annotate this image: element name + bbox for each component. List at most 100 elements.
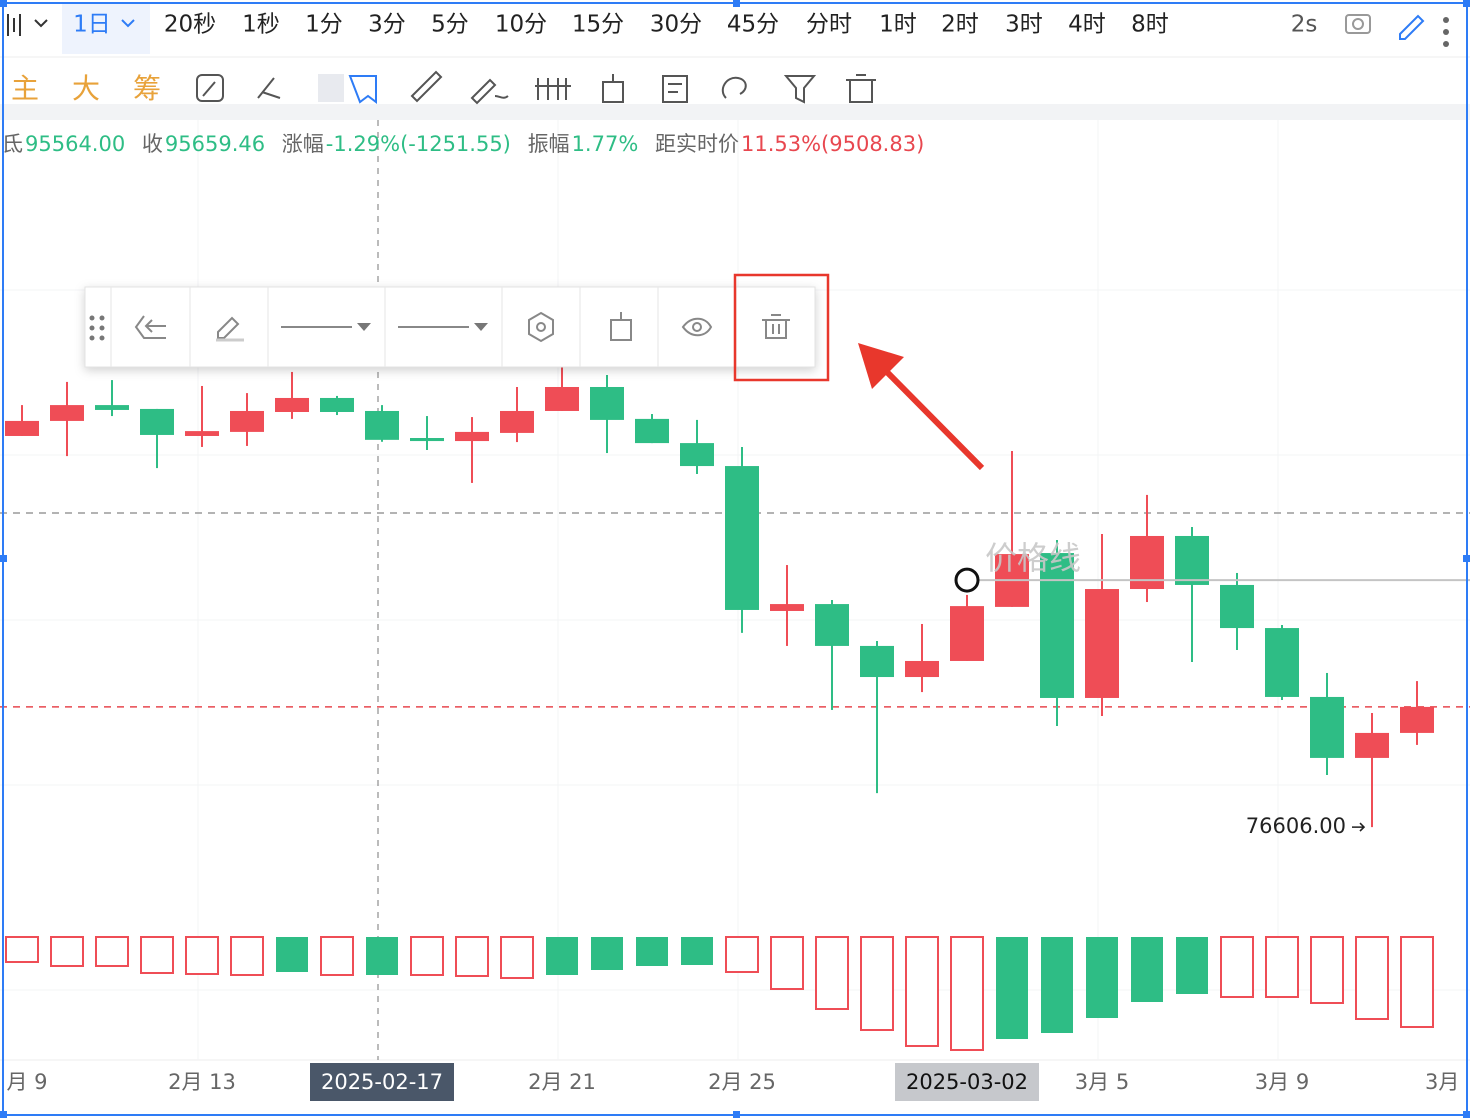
x-tick-label: 月 9 [6,1070,47,1094]
candle-body [680,443,714,467]
volume-bar [815,936,849,1010]
x-tick-label: 2025-02-17 [321,1070,443,1094]
top-toolbar: 1日 20秒 1秒 1分 3分 5分 10分 15分 30分 45分 分时 1时 2时 3时 4时 8时 2s 主… [0,0,1470,105]
volume-bar [546,937,578,975]
candle-body [950,606,984,661]
indicator-button[interactable]: 大 [72,72,100,105]
min-price-arrow [1352,822,1366,832]
indicator-button[interactable]: 主 [11,72,39,105]
volume-bar [1131,937,1163,1002]
volume-bar [1176,937,1208,994]
volume-bar [140,936,174,974]
volume-bar [950,936,984,1051]
candle-body [545,386,579,411]
candle-body [1175,535,1209,585]
info-label: 距实时价 [654,132,739,156]
interval-option[interactable]: 5分 [431,12,469,38]
volume-bar [1265,936,1299,998]
info-value: 1.77% [571,132,639,156]
refresh-rate: 2s [1291,12,1318,38]
volume-bar [636,937,668,966]
x-tick-label: 2月 25 [708,1070,776,1094]
volume-bar [1400,936,1434,1028]
x-tick-label: 2月 21 [528,1070,596,1094]
volume-bar [276,937,308,972]
candle-body [1310,696,1344,758]
volume-bar [1310,936,1344,1004]
candle-body [365,410,399,440]
interval-option[interactable]: 10分 [495,12,547,38]
info-value: -1.29%(-1251.55) [325,132,511,156]
price-line-label: 价格线 [985,539,1081,577]
candle-body [185,431,219,436]
volume-bar [410,936,444,976]
volume-bar [500,936,534,979]
interval-option[interactable]: 20秒 [164,12,216,38]
interval-option[interactable]: 3分 [368,12,406,38]
volume-bar [230,936,264,976]
candle-body [770,604,804,611]
x-tick-label: 3月 5 [1075,1070,1129,1094]
interval-option[interactable]: 2时 [941,12,979,38]
volume-bar [5,936,39,963]
candle-body [905,660,939,678]
info-bar: 氐95564.00 收95659.46 涨幅-1.29%(-1251.55) 振… [2,128,934,158]
info-value: 11.53%(9508.83) [740,132,925,156]
candle-body [1355,732,1389,758]
candle-body [1085,589,1119,698]
volume-bar [905,936,939,1047]
info-value: 95564.00 [25,132,126,156]
x-tick-label: 3月 9 [1255,1070,1309,1094]
x-tick-label: 3月 [1425,1070,1459,1094]
interval-option[interactable]: 1秒 [242,12,280,38]
info-label: 收 [141,132,163,156]
indicator-button[interactable]: 筹 [133,72,161,105]
volume-bar [95,936,129,967]
candle-body [140,408,174,435]
candle-body [815,604,849,646]
interval-option[interactable]: 4时 [1068,12,1106,38]
volume-bar [1355,936,1389,1020]
volume-bar [50,936,84,967]
candle-body [500,410,534,433]
volume-bar [996,937,1028,1039]
volume-bar [681,937,713,965]
candle-body [230,410,264,432]
interval-option[interactable]: 45分 [727,12,779,38]
info-label: 涨幅 [281,132,324,156]
volume-bar [770,936,804,990]
candle-body [1220,584,1254,629]
volume-bar [455,936,489,977]
candle-body [5,420,39,436]
volume-bar [185,936,219,975]
candle-body [275,397,309,412]
min-price-label: 76606.00 [1246,814,1346,838]
volume-bar [366,937,398,975]
volume-bar [1041,937,1073,1033]
interval-option[interactable]: 分时 [806,12,852,38]
interval-option[interactable]: 8时 [1131,12,1169,38]
candle-body [590,386,624,420]
x-tick-label: 2月 13 [168,1070,236,1094]
candle-body [725,466,759,610]
volume-bar [1220,936,1254,998]
price-line-handle[interactable] [954,567,980,593]
candle-body [50,405,84,421]
candle-body [635,418,669,444]
interval-option[interactable]: 1分 [305,12,343,38]
info-value: 95659.46 [164,132,266,156]
interval-option[interactable]: 1时 [879,12,917,38]
toolbar-icons: 1日 20秒 1秒 1分 3分 5分 10分 15分 30分 45分 分时 1时 2时 3时 4时 8时 2s 主… [7,2,1449,105]
interval-active[interactable]: 1日 [73,12,111,38]
interval-option[interactable]: 30分 [650,12,702,38]
interval-option[interactable]: 15分 [572,12,624,38]
info-label: 氐 [2,132,23,156]
volume-bar [1086,937,1118,1018]
candle-body [410,438,444,442]
volume-bar [320,936,354,976]
interval-option[interactable]: 3时 [1005,12,1043,38]
candle-body [860,645,894,678]
candle-body [320,397,354,412]
